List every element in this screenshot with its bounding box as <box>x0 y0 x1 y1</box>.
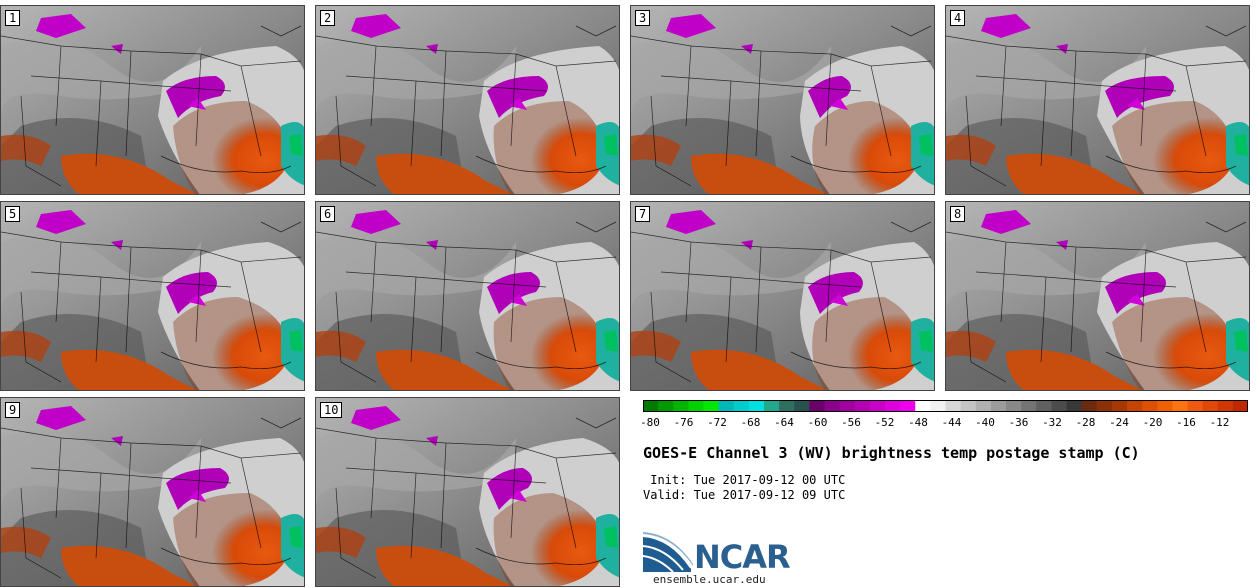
panel-member-label: 1 <box>5 10 21 26</box>
colorbar-swatch <box>1142 400 1158 412</box>
colorbar-swatch <box>930 400 947 412</box>
colorbar-tick-label: -72 <box>707 416 727 429</box>
colorbar-swatch <box>764 400 780 412</box>
colorbar-swatch <box>945 400 962 412</box>
colorbar-tick-label: -32 <box>1042 416 1062 429</box>
colorbar-tick-label: -20 <box>1142 416 1163 429</box>
panel-member-label: 6 <box>320 206 336 222</box>
colorbar-swatch <box>1081 400 1098 412</box>
colorbar-swatch <box>885 400 901 412</box>
panel-member-label: 7 <box>635 206 651 222</box>
colorbar-swatch <box>1232 400 1248 412</box>
colorbar-swatch <box>1006 400 1022 412</box>
colorbar-tick-label: -16 <box>1176 416 1196 429</box>
panel-member-label: 4 <box>950 10 966 26</box>
colorbar-swatch <box>1172 400 1189 412</box>
colorbar-swatch <box>1021 400 1037 412</box>
colorbar-swatch <box>900 400 916 412</box>
colorbar-swatch <box>1036 400 1052 412</box>
colorbar-tick-label: -36 <box>1008 416 1029 429</box>
ensemble-member-panel: 4 <box>945 5 1250 195</box>
ensemble-member-panel: 1 <box>0 5 305 195</box>
ensemble-member-panel: 5 <box>0 201 305 391</box>
valid-time: Valid: Tue 2017-09-12 09 UTC <box>643 488 846 502</box>
colorbar-swatch <box>1111 400 1128 412</box>
colorbar-swatch <box>915 400 931 412</box>
ncar-logo-icon <box>643 532 693 573</box>
colorbar-swatch <box>643 400 659 412</box>
colorbar-tick-label: -64 <box>774 416 794 429</box>
ensemble-member-panel: 2 <box>315 5 620 195</box>
colorbar-swatch <box>718 400 735 412</box>
colorbar-swatch <box>1187 400 1204 412</box>
colorbar-swatch <box>748 400 765 412</box>
colorbar-swatch <box>809 400 826 412</box>
init-time: Init: Tue 2017-09-12 00 UTC <box>643 473 846 487</box>
colorbar-swatch <box>688 400 705 412</box>
panel-member-label: 2 <box>320 10 336 26</box>
colorbar-swatch <box>1202 400 1219 412</box>
panel-member-label: 3 <box>635 10 651 26</box>
colorbar-swatch <box>1066 400 1083 412</box>
panel-member-label: 8 <box>950 206 966 222</box>
colorbar-tick-label: -80 <box>640 416 660 429</box>
colorbar-tick-label: -60 <box>807 416 828 429</box>
colorbar-swatch <box>960 400 977 412</box>
colorbar-tick-label: -40 <box>975 416 995 429</box>
ensemble-member-panel: 9 <box>0 397 305 587</box>
colorbar-swatch <box>733 400 750 412</box>
colorbar-swatch <box>1157 400 1173 412</box>
colorbar-swatch <box>824 400 841 412</box>
ensemble-member-panel: 10 <box>315 397 620 587</box>
colorbar-tick-label: -24 <box>1109 416 1129 429</box>
colorbar-tick-label: -48 <box>908 416 928 429</box>
colorbar-tick-label: -56 <box>841 416 861 429</box>
colorbar <box>643 400 1248 412</box>
colorbar-tick-label: -12 <box>1209 416 1230 429</box>
panel-member-label: 5 <box>5 206 21 222</box>
colorbar-swatch <box>975 400 992 412</box>
panel-member-label: 9 <box>5 402 21 418</box>
colorbar-swatch <box>794 400 810 412</box>
colorbar-swatch <box>1096 400 1113 412</box>
ncar-logo-text: NCAR <box>694 538 791 576</box>
ensemble-member-panel: 7 <box>630 201 935 391</box>
figure-title: GOES-E Channel 3 (WV) brightness temp po… <box>643 444 1140 462</box>
colorbar-swatch <box>673 400 689 412</box>
colorbar-tick-label: -28 <box>1075 416 1096 429</box>
colorbar-tick-label: -44 <box>941 416 962 429</box>
panel-member-label: 10 <box>320 402 343 418</box>
ensemble-member-panel: 8 <box>945 201 1250 391</box>
colorbar-swatch <box>1217 400 1234 412</box>
ensemble-member-panel: 6 <box>315 201 620 391</box>
colorbar-swatch <box>990 400 1007 412</box>
colorbar-tick-label: -52 <box>874 416 895 429</box>
colorbar-swatch <box>658 400 674 412</box>
colorbar-tick-label: -76 <box>673 416 694 429</box>
colorbar-swatch <box>854 400 871 412</box>
colorbar-swatch <box>779 400 795 412</box>
site-url[interactable]: ensemble.ucar.edu <box>653 573 766 586</box>
colorbar-swatch <box>1051 400 1068 412</box>
colorbar-swatch <box>703 400 720 412</box>
colorbar-tick-label: -68 <box>740 416 761 429</box>
colorbar-swatch <box>1127 400 1143 412</box>
colorbar-swatch <box>839 400 856 412</box>
ensemble-member-panel: 3 <box>630 5 935 195</box>
colorbar-swatch <box>869 400 886 412</box>
